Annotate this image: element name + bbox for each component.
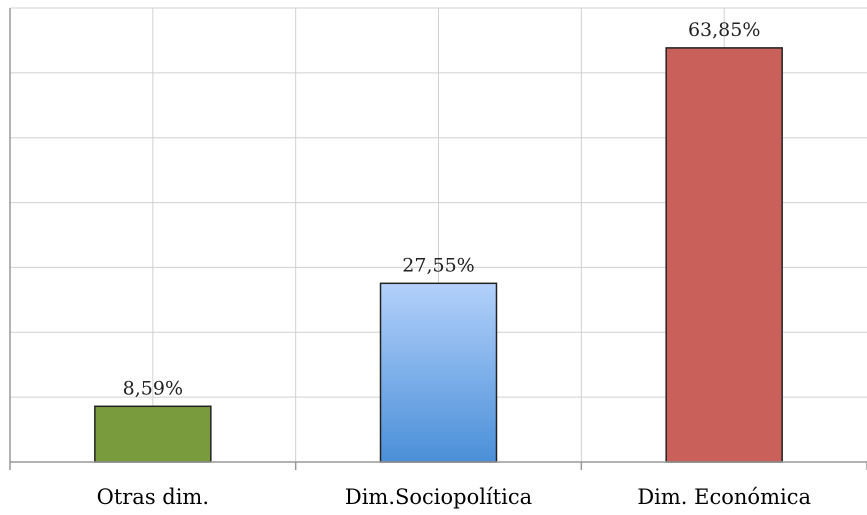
bar: [94, 405, 212, 463]
x-tick-label: Otras dim.: [97, 485, 209, 509]
x-tick-label: Dim. Económica: [637, 485, 811, 509]
bar: [665, 47, 783, 463]
x-tick-label: Dim.Sociopolítica: [345, 485, 532, 509]
data-label: 63,85%: [688, 19, 760, 41]
axes: [9, 8, 867, 470]
gridlines: [10, 7, 867, 462]
data-label: 8,59%: [123, 377, 183, 399]
bar: [379, 282, 498, 463]
bars: [94, 47, 783, 463]
labels: 8,59% 27,55% 63,85% Otras dim. Dim.Sociopolí…: [97, 19, 811, 509]
data-label: 27,55%: [402, 254, 474, 276]
